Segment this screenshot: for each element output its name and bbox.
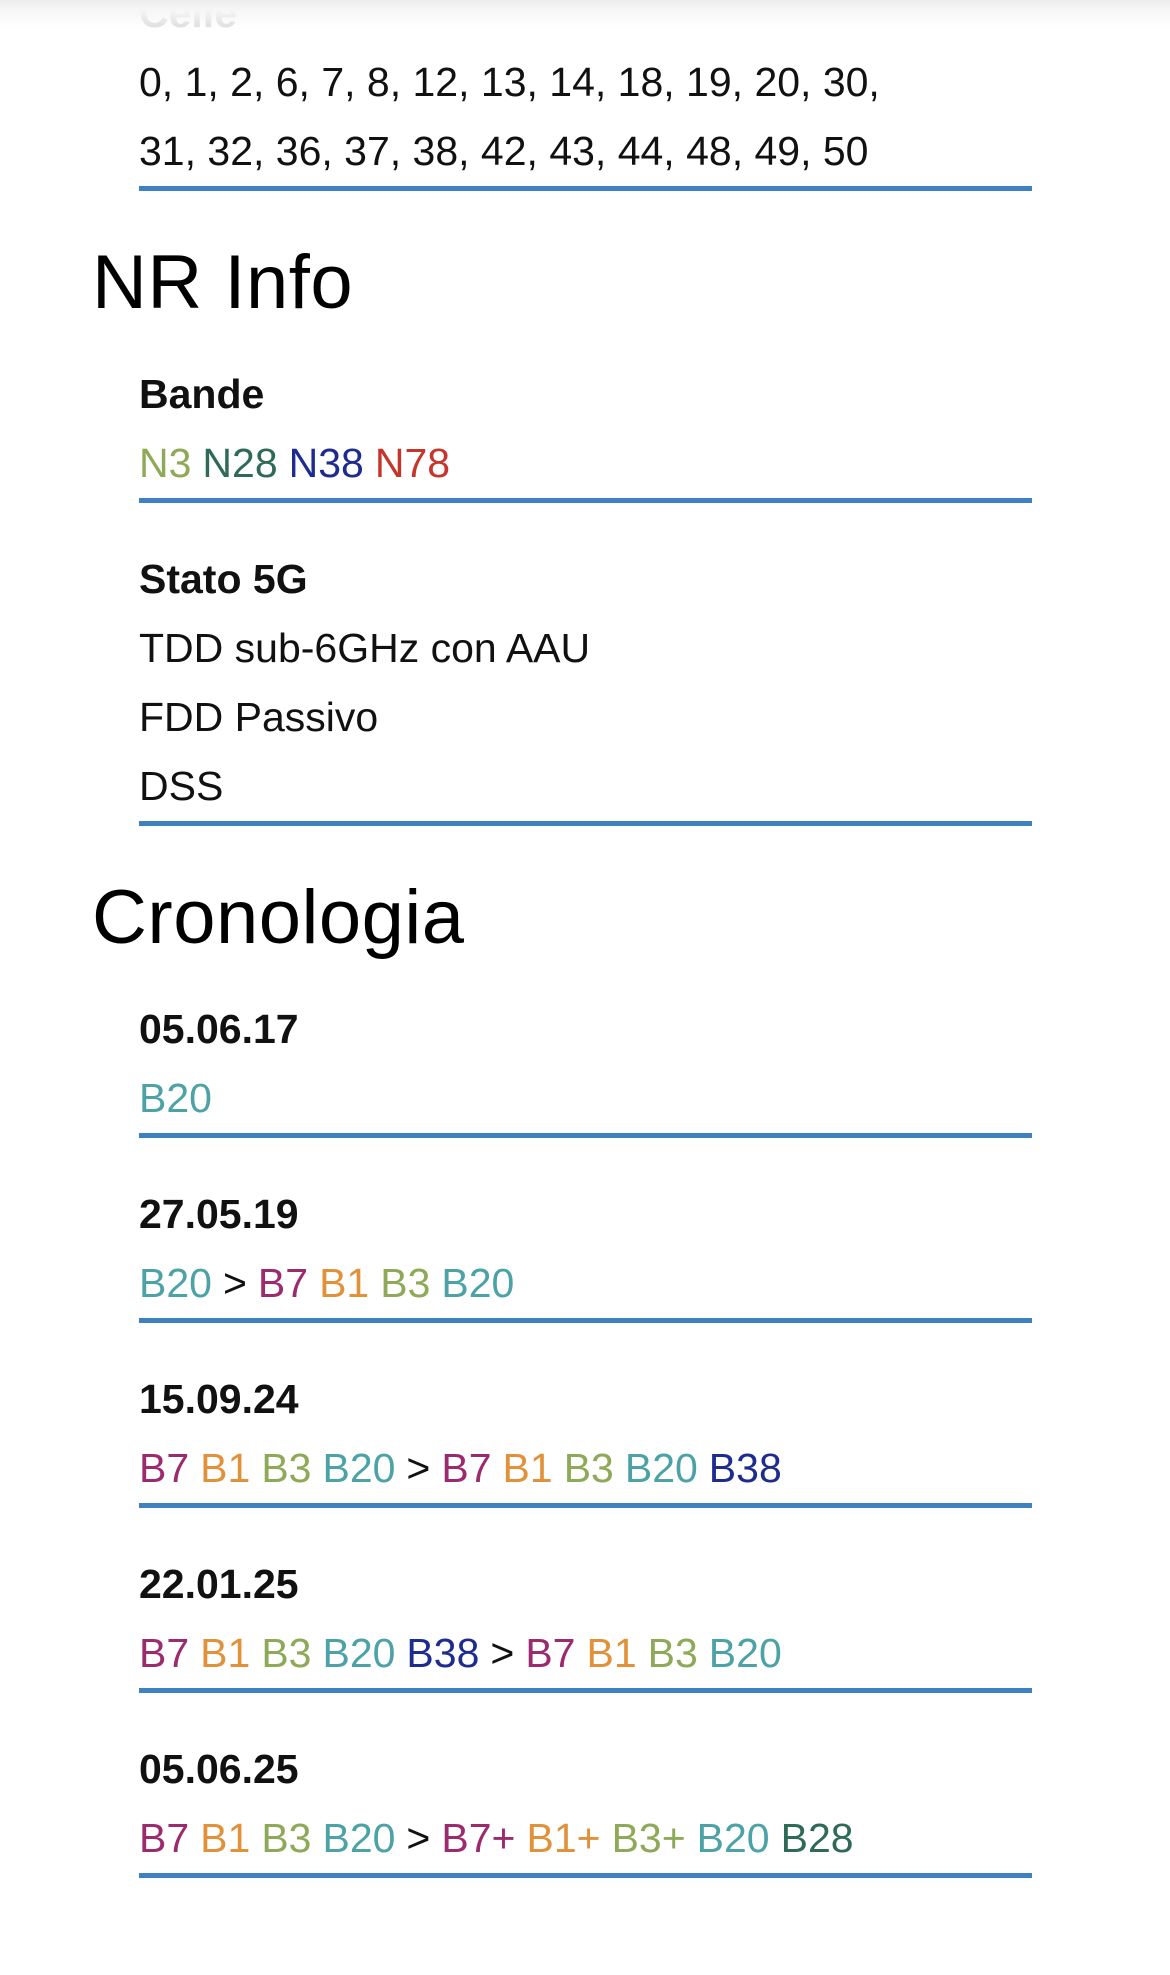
nr-info-heading: NR Info <box>92 240 354 325</box>
band-tag: B28 <box>780 1815 854 1861</box>
band-tag: B20 <box>322 1445 396 1491</box>
entry-date: 27.05.19 <box>139 1191 299 1237</box>
band-tag: B3 <box>261 1815 312 1861</box>
band-tag: B20 <box>624 1445 698 1491</box>
band-tag: B1 <box>200 1630 251 1676</box>
bande-item: Bande N3 N28 N38 N78 <box>139 360 1032 503</box>
band-tag: B20 <box>441 1260 515 1306</box>
cronologia-entry: 05.06.17 B20 <box>139 995 1032 1138</box>
band-tag: B7 <box>139 1630 190 1676</box>
stato-5g-value: DSS <box>139 763 224 809</box>
band-tag: B3+ <box>611 1815 686 1861</box>
band-tag: B20 <box>708 1630 782 1676</box>
entry-date: 05.06.25 <box>139 1746 299 1792</box>
band-tag: B3 <box>647 1630 698 1676</box>
band-tag: B1 <box>502 1445 553 1491</box>
entry-bands: B7 B1 B3 B20 > B7+ B1+ B3+ B20 B28 <box>139 1804 1032 1873</box>
cronologia-entry: 22.01.25 B7 B1 B3 B20 B38 > B7 B1 B3 B20 <box>139 1550 1032 1693</box>
transition-arrow: > <box>490 1630 515 1676</box>
band-tag: B1 <box>200 1815 251 1861</box>
band-tag: B7 <box>441 1445 492 1491</box>
band-tag: B1 <box>200 1445 251 1491</box>
band-tag: B3 <box>563 1445 614 1491</box>
cronologia-list: 05.06.17 B20 27.05.19 B20 > B7 B1 B3 B20 15.09.24… <box>0 995 1170 1878</box>
band-tag: N38 <box>288 440 364 486</box>
band-tag: B3 <box>261 1445 312 1491</box>
band-tag: B20 <box>322 1815 396 1861</box>
band-tag: B7 <box>525 1630 576 1676</box>
band-tag: B38 <box>708 1445 782 1491</box>
entry-bands: B20 > B7 B1 B3 B20 <box>139 1249 1032 1318</box>
stato-5g-item: Stato 5G TDD sub-6GHz con AAU FDD Passiv… <box>139 545 1032 826</box>
band-tag: B20 <box>322 1630 396 1676</box>
stato-5g-label: Stato 5G <box>139 556 308 602</box>
stato-5g-value: TDD sub-6GHz con AAU <box>139 625 591 671</box>
celle-item: Celle 0, 1, 2, 6, 7, 8, 12, 13, 14, 18, … <box>139 0 1032 191</box>
band-tag: B1 <box>319 1260 370 1306</box>
band-tag: N3 <box>139 440 192 486</box>
cronologia-entry: 27.05.19 B20 > B7 B1 B3 B20 <box>139 1180 1032 1323</box>
band-tag: B1 <box>586 1630 637 1676</box>
celle-line: 0, 1, 2, 6, 7, 8, 12, 13, 14, 18, 19, 20… <box>139 59 880 105</box>
bande-label: Bande <box>139 371 265 417</box>
band-tag: B3 <box>261 1630 312 1676</box>
band-tag: N28 <box>202 440 278 486</box>
entry-date: 15.09.24 <box>139 1376 299 1422</box>
celle-label: Celle <box>139 0 237 36</box>
entry-bands: B20 <box>139 1064 1032 1133</box>
band-tag: B20 <box>139 1260 212 1306</box>
band-tag: B7 <box>139 1815 190 1861</box>
band-tag: B7 <box>257 1260 309 1306</box>
entry-date: 22.01.25 <box>139 1561 299 1607</box>
band-tag: B20 <box>139 1075 212 1121</box>
band-tag: B3 <box>380 1260 431 1306</box>
band-tag: B20 <box>696 1815 770 1861</box>
band-tag: N78 <box>374 440 451 486</box>
page-content: Celle 0, 1, 2, 6, 7, 8, 12, 13, 14, 18, … <box>0 0 1170 1878</box>
stato-5g-value: FDD Passivo <box>139 694 379 740</box>
entry-bands: B7 B1 B3 B20 B38 > B7 B1 B3 B20 <box>139 1619 1032 1688</box>
band-tag: B7+ <box>441 1815 516 1861</box>
celle-line: 31, 32, 36, 37, 38, 42, 43, 44, 48, 49, … <box>139 128 869 174</box>
cronologia-heading: Cronologia <box>92 875 465 960</box>
band-tag: B38 <box>406 1630 480 1676</box>
transition-arrow: > <box>406 1815 431 1861</box>
entry-date: 05.06.17 <box>139 1006 299 1052</box>
transition-arrow: > <box>222 1260 247 1306</box>
cronologia-entry: 15.09.24 B7 B1 B3 B20 > B7 B1 B3 B20 B38 <box>139 1365 1032 1508</box>
bande-values: N3 N28 N38 N78 <box>139 429 1032 498</box>
cronologia-entry: 05.06.25 B7 B1 B3 B20 > B7+ B1+ B3+ B20 B28 <box>139 1735 1032 1878</box>
entry-bands: B7 B1 B3 B20 > B7 B1 B3 B20 B38 <box>139 1434 1032 1503</box>
transition-arrow: > <box>406 1445 431 1491</box>
band-tag: B1+ <box>526 1815 601 1861</box>
band-tag: B7 <box>139 1445 190 1491</box>
